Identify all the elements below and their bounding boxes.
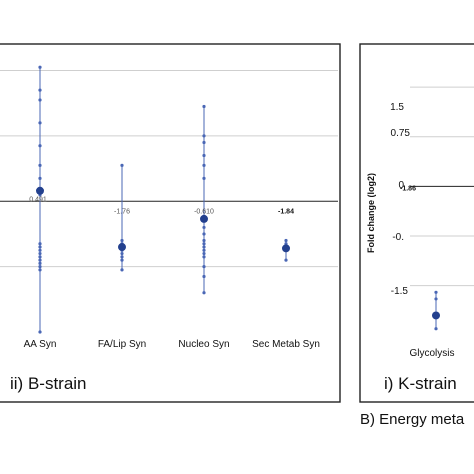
data-point [202, 232, 206, 236]
data-point [202, 265, 206, 269]
data-point [120, 163, 124, 167]
mean-marker [200, 214, 208, 223]
data-point [202, 176, 206, 180]
data-point [38, 265, 42, 269]
y-tick-label: 0 [398, 180, 404, 191]
figure-caption: B) Energy meta [360, 411, 465, 428]
k-strain-grid [410, 86, 474, 287]
data-label: -1.84 [278, 208, 294, 215]
data-point [38, 261, 42, 265]
data-point [120, 255, 124, 259]
b-strain-category-labels: AA Syn FA/Lip Syn Nucleo Syn Sec Metab S… [24, 339, 320, 350]
data-point [38, 268, 42, 272]
data-point [38, 176, 42, 180]
data-point [202, 251, 206, 256]
k-strain-y-tick-labels: 1.5 0.75 0 -0. -1.5 [390, 102, 410, 297]
data-point [434, 297, 438, 301]
k-strain-frame [359, 43, 474, 403]
data-point [284, 238, 288, 243]
data-label: -0.610 [194, 208, 214, 215]
b-strain-grid [0, 70, 338, 268]
mean-marker [432, 311, 440, 320]
data-point [284, 258, 288, 262]
category-label-nucleo-syn: Nucleo Syn [178, 339, 229, 350]
data-point [202, 238, 206, 243]
data-label: -1.76 [114, 208, 130, 215]
data-point [120, 238, 124, 243]
b-strain-panel: 0.491 -1.76 -0.610 -1.84 AA Syn FA/Lip Syn … [0, 43, 341, 403]
data-point [202, 163, 206, 167]
data-label: -1.86 [400, 185, 416, 192]
data-point [38, 258, 42, 262]
data-point [38, 144, 42, 148]
mean-marker [36, 186, 44, 195]
k-strain-panel: 1.5 0.75 0 -0. -1.5 Fold change (log2) -… [359, 43, 474, 403]
data-point [38, 65, 42, 69]
data-point [120, 251, 124, 256]
data-point [38, 121, 42, 125]
data-point [202, 248, 206, 252]
y-tick-label: 1.5 [390, 102, 404, 113]
data-point [38, 248, 42, 252]
y-tick-label: 0.75 [391, 128, 411, 139]
category-label-aa-syn: AA Syn [24, 339, 57, 350]
data-point [202, 153, 206, 158]
category-label-sec-metab-syn: Sec Metab Syn [252, 339, 320, 350]
mean-marker [118, 243, 126, 252]
data-point [38, 242, 42, 246]
data-label: 0.491 [29, 196, 47, 203]
data-point [202, 242, 206, 246]
data-point [434, 327, 438, 331]
data-point [120, 268, 124, 272]
data-point [202, 134, 206, 138]
data-point [38, 251, 42, 256]
data-point [202, 291, 206, 295]
data-point [120, 258, 124, 262]
data-point [38, 163, 42, 167]
y-tick-label: -0. [392, 232, 404, 243]
k-strain-marks: -1.86 [400, 185, 440, 331]
data-point [202, 225, 206, 230]
data-point [202, 245, 206, 249]
data-point [38, 88, 42, 92]
data-point [38, 330, 42, 334]
data-point [38, 245, 42, 249]
data-point [434, 290, 438, 294]
data-point [202, 104, 206, 109]
data-point [38, 98, 42, 102]
y-tick-label: -1.5 [391, 286, 409, 297]
b-strain-panel-title: ii) B-strain [10, 374, 87, 393]
category-label-glycolysis: Glycolysis [409, 348, 454, 359]
data-point [202, 140, 206, 145]
b-strain-frame [0, 43, 341, 403]
k-strain-panel-title: i) K-strain [384, 374, 457, 393]
mean-marker [282, 244, 290, 253]
category-label-fa-lip-syn: FA/Lip Syn [98, 339, 146, 350]
data-point [38, 255, 42, 259]
data-point [202, 274, 206, 279]
k-strain-y-axis-label: Fold change (log2) [366, 173, 376, 253]
b-strain-marks: 0.491 -1.76 -0.610 -1.84 [29, 65, 294, 334]
data-point [202, 255, 206, 259]
